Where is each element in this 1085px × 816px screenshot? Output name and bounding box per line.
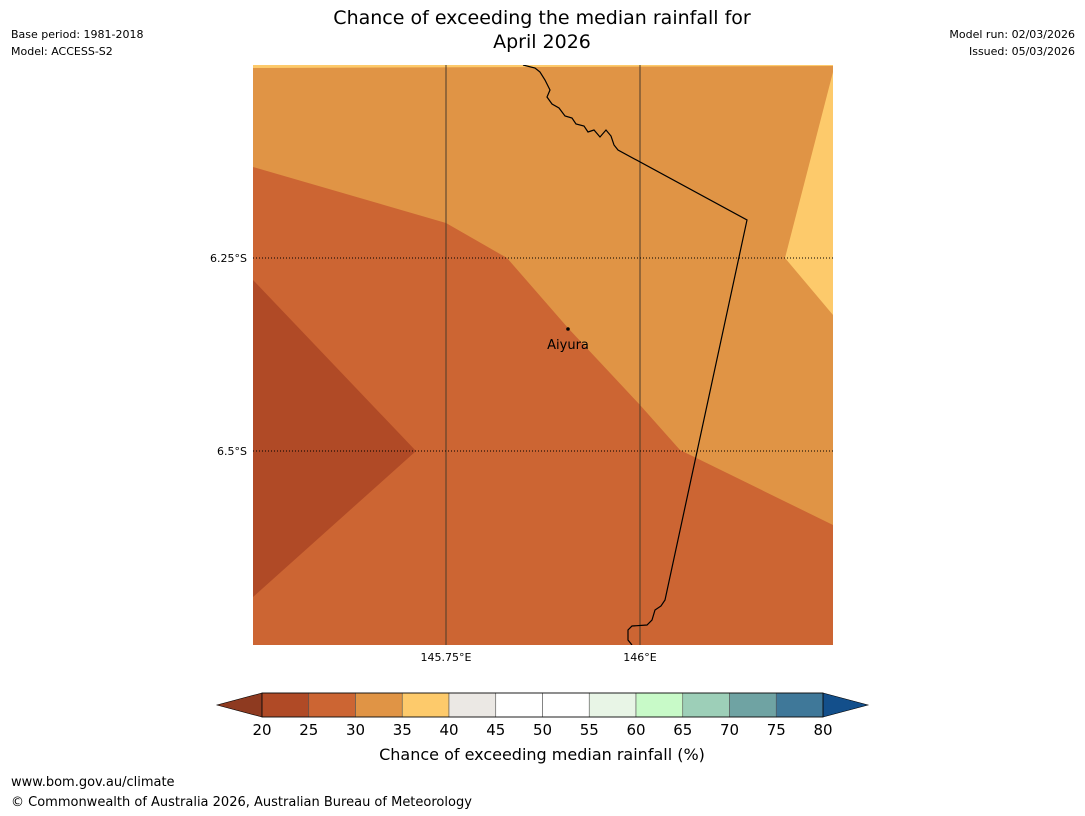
footer-copyright: © Commonwealth of Australia 2026, Austra… [11,795,472,810]
colorbar-tick-55: 55 [580,721,599,739]
model-run: Model run: 02/03/2026 [949,28,1075,41]
region-20-25 [253,280,416,597]
title-line-1: Chance of exceeding the median rainfall … [333,7,751,29]
lon-label-146: 146°E [623,651,656,664]
colorbar-tick-30: 30 [346,721,365,739]
colorbar-tick-60: 60 [626,721,645,739]
colorbar-tick-70: 70 [720,721,739,739]
colorbar-title: Chance of exceeding median rainfall (%) [379,745,705,764]
colorbar-bin-35-40 [401,692,450,718]
colorbar-frame [261,692,824,718]
colorbar-tick-45: 45 [486,721,505,739]
province-boundary [522,65,748,645]
colorbar-bin-75-80 [775,692,824,718]
colorbar-extend-low [215,692,263,718]
colorbar-bin-50-55 [542,692,590,718]
title-line-2: April 2026 [493,31,591,53]
model-name: Model: ACCESS-S2 [11,45,113,58]
place-marker-aiyura [566,327,570,331]
colorbar-tick-50: 50 [533,721,552,739]
colorbar-bin-30-35 [355,692,403,718]
region-35-40-north [253,65,833,68]
metadata-right: Model run: 02/03/2026 Issued: 05/03/2026 [949,26,1075,60]
map-title: Chance of exceeding the median rainfall … [242,6,842,54]
colorbar: 20 25 30 35 40 45 50 55 60 65 70 75 80 [215,692,870,739]
colorbar-bin-25-30 [308,692,356,718]
metadata-left: Base period: 1981-2018 Model: ACCESS-S2 [11,26,143,60]
colorbar-tick-20: 20 [252,721,271,739]
lat-label-6-25: 6.25°S [210,252,247,265]
colorbar-tick-40: 40 [439,721,458,739]
place-label-aiyura: Aiyura [547,338,589,353]
colorbar-bin-45-50 [495,692,543,718]
region-25-30 [253,167,833,645]
issued-date: Issued: 05/03/2026 [968,45,1075,58]
colorbar-bin-40-45 [448,692,497,718]
colorbar-extend-high [822,692,870,718]
base-period: Base period: 1981-2018 [11,28,144,41]
colorbar-bin-60-65 [635,692,684,718]
colorbar-tick-75: 75 [767,721,786,739]
region-35-40-east [785,72,833,315]
colorbar-bin-55-60 [588,692,637,718]
colorbar-bin-20-25 [261,692,310,718]
colorbar-tick-25: 25 [299,721,318,739]
footer-url: www.bom.gov.au/climate [11,775,175,790]
probability-field [253,65,833,645]
lon-label-145-75: 145.75°E [421,651,472,664]
colorbar-bin-70-75 [729,692,777,718]
colorbar-bin-65-70 [682,692,730,718]
colorbar-tick-65: 65 [673,721,692,739]
lat-label-6-5: 6.5°S [217,445,247,458]
colorbar-tick-80: 80 [813,721,832,739]
colorbar-tick-35: 35 [393,721,412,739]
